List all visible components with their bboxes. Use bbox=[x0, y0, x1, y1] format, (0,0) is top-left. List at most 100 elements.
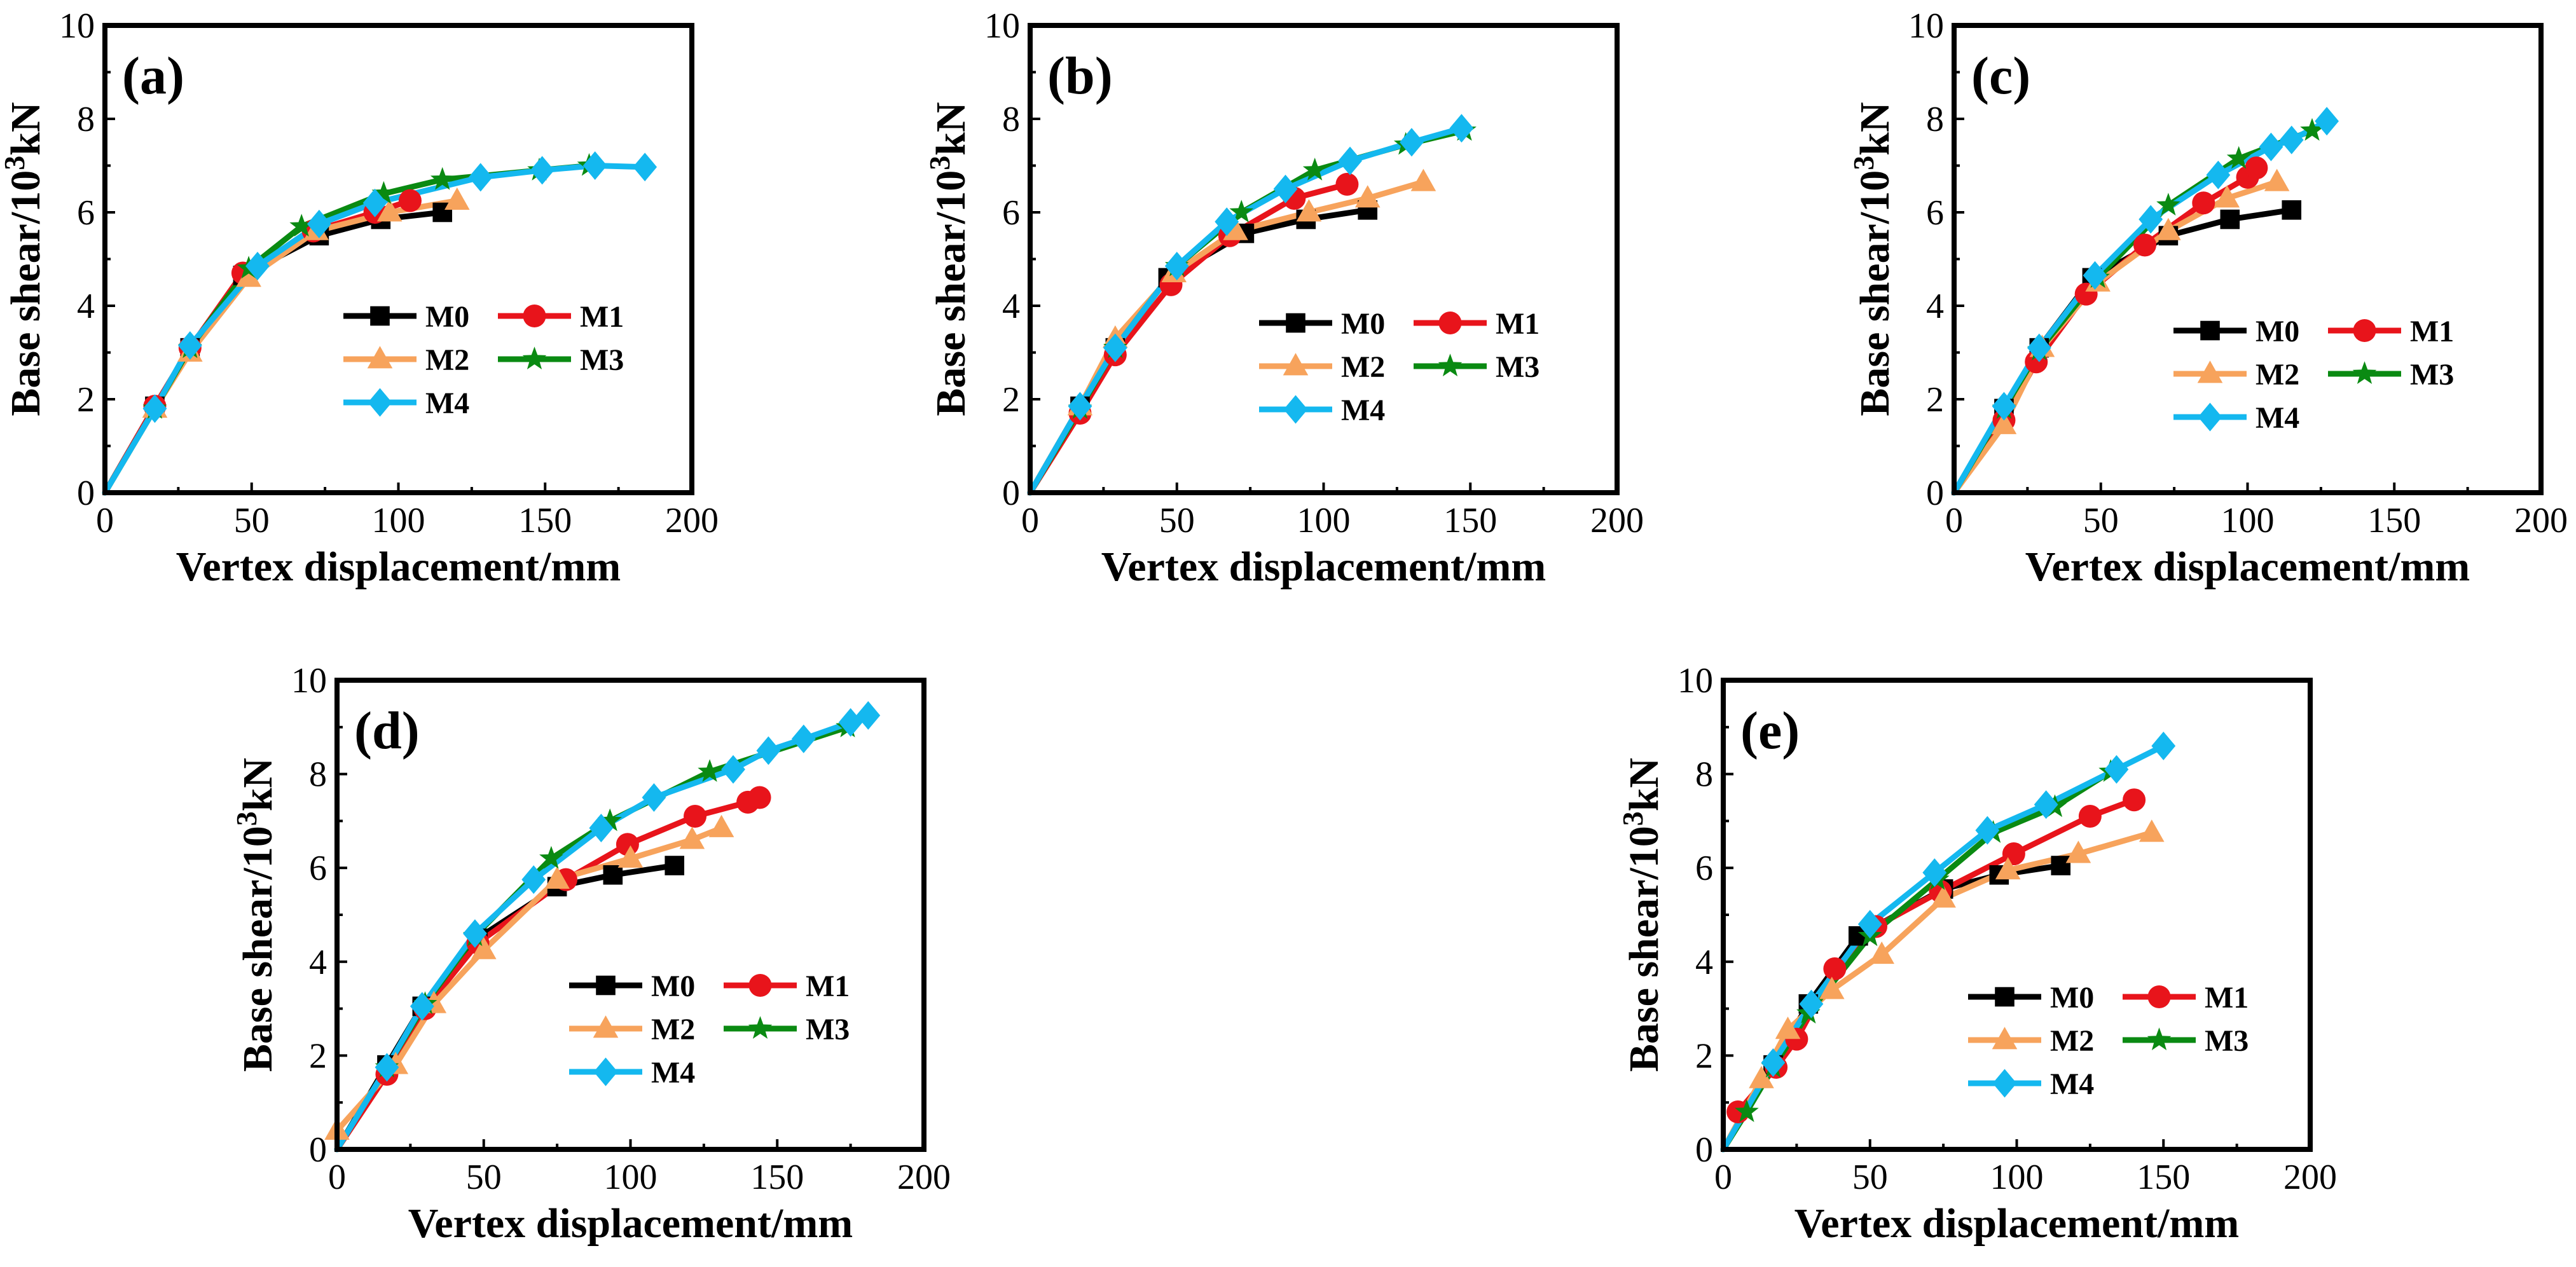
x-tick-label: 0 bbox=[1021, 501, 1039, 540]
chart-panel-c: 0 50 100 150 200 0 2 4 6 8 10 Vertex displacement/m… bbox=[1847, 6, 2568, 590]
x-tick-label: 200 bbox=[1590, 501, 1644, 540]
data-point-m4 bbox=[791, 724, 816, 753]
panel-label: (a) bbox=[122, 46, 184, 106]
data-point-m2 bbox=[1354, 185, 1381, 208]
legend-marker bbox=[370, 306, 390, 326]
x-tick-label: 200 bbox=[2514, 501, 2568, 540]
chart-panel-d: 0 50 100 150 200 0 2 4 6 8 10 Vertex displacement/m… bbox=[230, 661, 951, 1247]
x-tick-label: 100 bbox=[604, 1158, 658, 1197]
data-point-m4 bbox=[245, 252, 270, 281]
x-axis-label: Vertex displacement/mm bbox=[2025, 544, 2470, 590]
legend-label: M1 bbox=[806, 969, 850, 1003]
panel-label: (c) bbox=[1971, 46, 2030, 106]
legend-label: M3 bbox=[806, 1013, 850, 1046]
series-line-m4 bbox=[1027, 125, 1464, 496]
data-point-m1 bbox=[1335, 172, 1359, 196]
x-tick-label: 150 bbox=[2367, 501, 2421, 540]
legend-marker bbox=[2353, 319, 2376, 342]
legend-item-m1: M1 bbox=[2328, 315, 2454, 348]
x-tick-label: 0 bbox=[328, 1158, 346, 1197]
data-point-m2 bbox=[1869, 942, 1895, 964]
legend: M0 M1 M2 M3 M4 bbox=[343, 300, 624, 420]
legend-item-m0: M0 bbox=[1968, 981, 2094, 1015]
legend: M0 M1 M2 M3 M4 bbox=[1968, 981, 2249, 1101]
series-line-m2 bbox=[334, 825, 725, 1133]
legend-marker bbox=[593, 1057, 618, 1086]
y-tick-label: 8 bbox=[77, 100, 95, 139]
panel-label: (d) bbox=[354, 701, 420, 760]
data-point-m4 bbox=[756, 736, 781, 765]
series-line-m3 bbox=[1951, 127, 2315, 496]
legend-marker bbox=[1992, 1027, 2018, 1050]
data-point-m2 bbox=[2139, 819, 2165, 842]
legend-marker bbox=[367, 346, 393, 369]
legend-item-m2: M2 bbox=[2173, 358, 2299, 392]
legend-label: M1 bbox=[2205, 981, 2249, 1015]
data-point-m4 bbox=[1068, 392, 1092, 421]
data-point-m4 bbox=[642, 783, 666, 812]
legend-label: M0 bbox=[651, 969, 695, 1003]
legend-label: M3 bbox=[2410, 358, 2454, 392]
data-point-m1 bbox=[2133, 233, 2156, 257]
x-tick-label: 150 bbox=[1443, 501, 1497, 540]
data-point-m4 bbox=[2259, 132, 2283, 161]
legend: M0 M1 M2 M3 M4 bbox=[1259, 307, 1539, 427]
y-axis-label: Base shear/103kN bbox=[1616, 758, 1667, 1072]
data-point-m4 bbox=[177, 331, 202, 360]
legend: M0 M1 M2 M3 M4 bbox=[569, 969, 850, 1090]
x-tick-label: 200 bbox=[665, 501, 719, 540]
legend-marker bbox=[523, 305, 546, 327]
data-point-m4 bbox=[1164, 252, 1189, 281]
y-axis-label-sup: 3 bbox=[1847, 156, 1880, 170]
legend-marker bbox=[1283, 395, 1308, 424]
data-point-m4 bbox=[1215, 207, 1239, 236]
data-point-m1 bbox=[2192, 191, 2215, 215]
data-point-m4 bbox=[2104, 755, 2129, 784]
data-point-m1 bbox=[2123, 788, 2146, 812]
legend-label: M1 bbox=[580, 300, 624, 334]
legend-item-m1: M1 bbox=[724, 969, 850, 1003]
x-tick-label: 0 bbox=[1714, 1158, 1732, 1197]
y-axis-label-main: Base shear/10 bbox=[1852, 170, 1898, 416]
data-point-m4 bbox=[856, 701, 881, 730]
data-point-m4 bbox=[362, 188, 387, 217]
data-point-m2 bbox=[376, 199, 403, 222]
legend-label: M1 bbox=[1496, 307, 1539, 341]
y-tick-label: 10 bbox=[59, 6, 95, 46]
plot-frame bbox=[102, 23, 694, 495]
legend-marker bbox=[2147, 1027, 2172, 1050]
legend-item-m4: M4 bbox=[1968, 1067, 2094, 1101]
legend-item-m2: M2 bbox=[1259, 350, 1385, 384]
legend-item-m4: M4 bbox=[343, 387, 469, 420]
data-point-m1 bbox=[1823, 957, 1847, 980]
data-point-m2 bbox=[617, 845, 644, 868]
y-tick-label: 0 bbox=[309, 1130, 327, 1170]
x-tick-label: 50 bbox=[234, 501, 270, 540]
legend-label: M0 bbox=[1341, 307, 1385, 341]
y-tick-label: 10 bbox=[1908, 6, 1944, 46]
legend-marker bbox=[2197, 360, 2223, 383]
legend-item-m2: M2 bbox=[343, 343, 469, 377]
y-axis-label: Base shear/103kN bbox=[923, 102, 974, 416]
legend-label: M2 bbox=[2256, 358, 2299, 392]
data-point-m4 bbox=[375, 1053, 399, 1082]
data-point-m4 bbox=[410, 992, 434, 1021]
y-axis-label: Base shear/103kN bbox=[1847, 102, 1898, 416]
legend-item-m4: M4 bbox=[1259, 394, 1385, 427]
y-axis-label: Base shear/103kN bbox=[0, 102, 49, 416]
legend-item-m0: M0 bbox=[569, 969, 695, 1003]
legend-marker bbox=[1438, 353, 1463, 376]
x-tick-label: 150 bbox=[518, 501, 572, 540]
legend-marker bbox=[748, 1016, 773, 1039]
series-line-m4 bbox=[1720, 743, 2166, 1153]
y-axis-label-unit: kN bbox=[928, 102, 974, 155]
data-point-m2 bbox=[1991, 411, 2017, 434]
legend-label: M3 bbox=[580, 343, 624, 377]
data-point-m2 bbox=[1410, 168, 1436, 191]
data-point-m4 bbox=[1992, 392, 2016, 421]
data-point-m3 bbox=[1229, 200, 1254, 223]
legend-marker bbox=[368, 388, 392, 417]
data-point-m3 bbox=[2300, 118, 2324, 141]
legend-item-m0: M0 bbox=[1259, 307, 1385, 341]
